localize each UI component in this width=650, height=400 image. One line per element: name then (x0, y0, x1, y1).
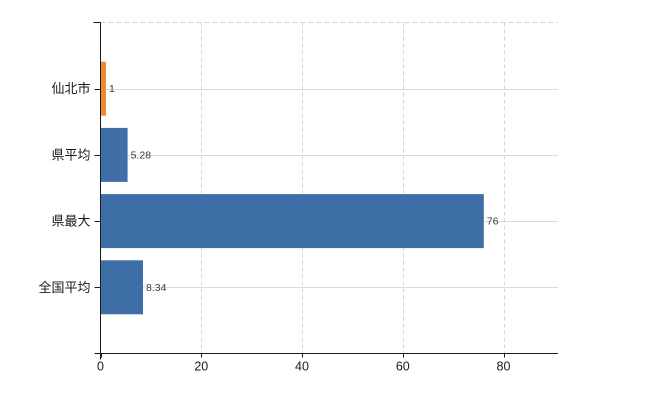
y-category-label: 県平均 (51, 147, 90, 162)
x-tick-label: 80 (497, 360, 511, 374)
y-category-label: 県最大 (51, 214, 90, 229)
bar-全国平均 (101, 260, 143, 315)
bar-県最大 (101, 194, 484, 249)
bar-value-label: 1 (109, 83, 115, 95)
x-tick-label: 20 (194, 360, 208, 374)
bar-仙北市 (101, 61, 106, 116)
y-category-label: 仙北市 (51, 81, 90, 96)
bar-value-label: 8.34 (146, 282, 167, 294)
x-tick-label: 40 (295, 360, 309, 374)
bar-県平均 (101, 127, 128, 182)
x-tick-label: 0 (97, 360, 104, 374)
y-category-label: 全国平均 (38, 280, 90, 295)
bar-value-label: 5.28 (131, 149, 152, 161)
bar-value-label: 76 (487, 216, 499, 228)
x-tick-label: 60 (396, 360, 410, 374)
